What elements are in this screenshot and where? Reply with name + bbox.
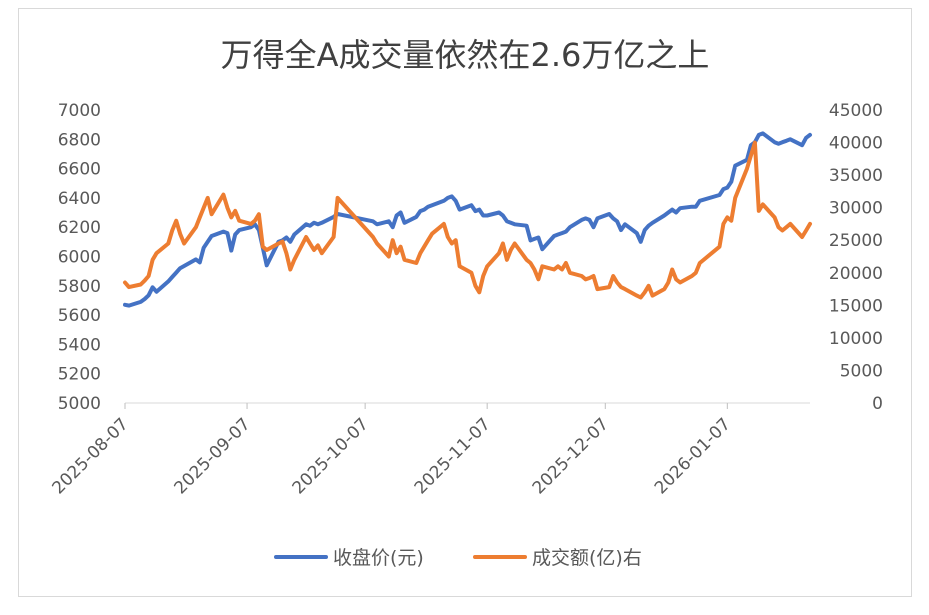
y-right-tick-label: 30000	[829, 199, 883, 219]
y-left-tick-label: 5400	[58, 335, 101, 355]
y-right-tick-label: 15000	[829, 296, 883, 316]
y-right-tick-label: 0	[872, 394, 883, 414]
y-left-tick-label: 6200	[58, 218, 101, 238]
y-left-tick-label: 5800	[58, 277, 101, 297]
series-line-close-price	[123, 131, 812, 308]
y-right-tick-label: 25000	[829, 231, 883, 251]
y-left-tick-label: 6400	[58, 189, 101, 209]
legend: 收盘价(元) 成交额(亿)右	[274, 547, 642, 569]
y-right-tick-label: 40000	[829, 134, 883, 154]
series-line-turnover	[123, 140, 812, 300]
y-right-tick-label: 5000	[840, 361, 883, 381]
y-left-tick-label: 6600	[58, 160, 101, 180]
y-left-tick-label: 6800	[58, 130, 101, 150]
legend-label-turnover: 成交额(亿)右	[532, 547, 642, 569]
y-left-tick-label: 5000	[58, 394, 101, 414]
y-left-tick-label: 5600	[58, 306, 101, 326]
y-right-tick-label: 35000	[829, 166, 883, 186]
y-right-tick-label: 10000	[829, 329, 883, 349]
y-left-tick-label: 5200	[58, 365, 101, 385]
y-left-tick-label: 7000	[58, 101, 101, 121]
y-left-tick-label: 6000	[58, 248, 101, 268]
y-right-tick-label: 20000	[829, 264, 883, 284]
legend-label-close-price: 收盘价(元)	[333, 547, 424, 569]
series-layer	[123, 131, 812, 308]
y-right-tick-label: 45000	[829, 101, 883, 121]
chart-title: 万得全A成交量依然在2.6万亿之上	[221, 36, 710, 74]
chart-border	[18, 8, 912, 597]
